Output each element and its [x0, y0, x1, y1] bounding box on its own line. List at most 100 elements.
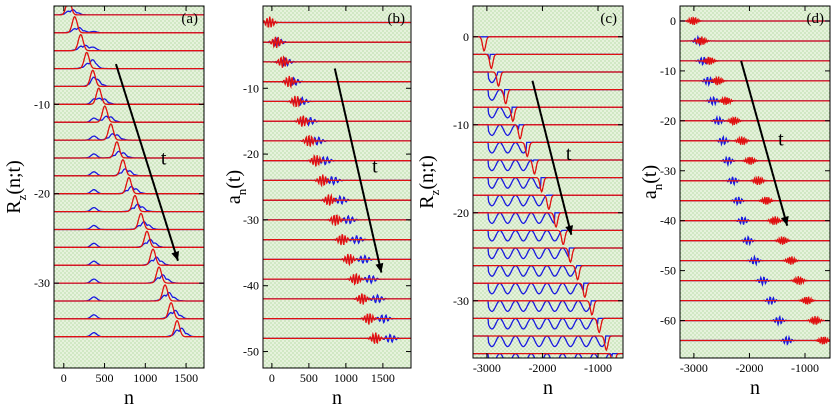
arrow-head [171, 250, 180, 261]
y-tick-label: -30 [660, 164, 676, 178]
red-trace [680, 315, 830, 325]
time-arrow [115, 63, 179, 262]
red-trace [263, 273, 411, 286]
red-trace [263, 313, 411, 325]
blue-trace [473, 352, 623, 358]
red-trace [473, 229, 623, 246]
plot-background [54, 6, 204, 368]
red-trace [54, 15, 204, 34]
plot-background [473, 6, 623, 358]
traces [473, 36, 623, 358]
x-axis-label: n [332, 387, 342, 409]
red-trace [263, 253, 411, 267]
y-tick-label: -60 [660, 314, 676, 328]
arrow-head [375, 262, 384, 273]
y-tick-label: -20 [34, 187, 50, 201]
red-trace [680, 336, 830, 345]
red-trace [54, 212, 204, 231]
arrow-head [565, 225, 574, 235]
arrow-label: t [161, 147, 167, 169]
red-trace [473, 335, 623, 352]
y-tick-label: -10 [660, 64, 676, 78]
x-tick-label: -1000 [584, 361, 612, 375]
red-trace [473, 317, 623, 334]
red-trace [263, 214, 411, 226]
y-axis-label: Rz(n;t) [3, 160, 29, 214]
arrow-label: t [372, 156, 378, 178]
red-trace [54, 319, 204, 338]
x-tick-label: 1500 [174, 371, 198, 385]
x-tick-label: 1000 [334, 371, 358, 385]
x-tick-label: -3000 [680, 361, 708, 375]
red-trace [54, 6, 204, 16]
red-trace [473, 194, 623, 210]
x-axis-label: n [543, 377, 553, 399]
red-trace [680, 275, 830, 286]
red-trace [473, 264, 623, 281]
y-tick-label: 0 [670, 14, 676, 28]
red-trace [680, 75, 830, 86]
y-axis-label: an(t) [639, 165, 665, 199]
red-trace [680, 135, 830, 146]
x-tick-label: -2000 [735, 361, 763, 375]
y-axis-label: Rz(n;t) [416, 155, 442, 209]
arrow-label: t [566, 143, 572, 165]
y-tick-label: -50 [243, 345, 259, 359]
red-trace [263, 234, 411, 246]
x-tick-label: 500 [300, 371, 318, 385]
y-tick-label: -30 [243, 213, 259, 227]
red-trace [680, 115, 830, 127]
y-tick-label: -30 [34, 276, 50, 290]
time-arrow [333, 68, 383, 273]
time-arrow [740, 60, 789, 226]
y-tick-label: -20 [660, 114, 676, 128]
blue-trace [473, 335, 623, 348]
red-trace [263, 36, 411, 49]
plot-frame [53, 5, 205, 369]
red-trace [54, 176, 204, 195]
x-tick-label: 1500 [371, 371, 395, 385]
y-tick-label: -30 [453, 294, 469, 308]
red-trace [680, 296, 830, 305]
blue-trace [473, 317, 623, 330]
red-trace [473, 71, 623, 88]
red-trace [263, 115, 411, 127]
panel-a: 0 500 1000 1500 -10 -20 -30 n Rz(n;t) (a) t [3, 5, 205, 409]
red-trace [473, 212, 623, 229]
y-tick-label: 0 [463, 30, 469, 44]
y-tick-label: -20 [243, 147, 259, 161]
red-trace [263, 134, 411, 147]
plot-frame [679, 5, 831, 359]
red-trace [263, 153, 411, 167]
red-trace [263, 293, 411, 305]
red-trace [263, 16, 411, 28]
red-trace [54, 69, 204, 88]
red-trace [680, 95, 830, 106]
red-trace [54, 159, 204, 177]
red-trace [54, 123, 204, 141]
y-tick-label: -20 [453, 206, 469, 220]
x-tick-label: -1000 [791, 361, 819, 375]
red-trace [680, 236, 830, 245]
panel-label: (d) [807, 11, 825, 27]
red-trace [680, 215, 830, 226]
y-axis-label: an(t) [223, 170, 249, 204]
red-trace [680, 156, 830, 165]
panel-b: 0 500 1000 1500 -10 -20 -30 -40 -50 n an(t) (b) t [223, 5, 412, 409]
panel-label: (a) [181, 11, 198, 27]
red-trace [263, 193, 411, 206]
x-tick-label: -3000 [473, 361, 501, 375]
red-trace [263, 55, 411, 68]
red-trace [680, 56, 830, 65]
traces [680, 16, 830, 346]
x-tick-label: 0 [269, 371, 275, 385]
red-trace [473, 300, 623, 316]
red-trace [473, 176, 623, 193]
y-tick-label: -10 [34, 97, 50, 111]
y-tick-label: -50 [660, 264, 676, 278]
red-trace [54, 248, 204, 266]
red-trace [473, 124, 623, 140]
red-trace [54, 194, 204, 213]
red-trace [473, 159, 623, 175]
arrow-label: t [778, 128, 784, 150]
